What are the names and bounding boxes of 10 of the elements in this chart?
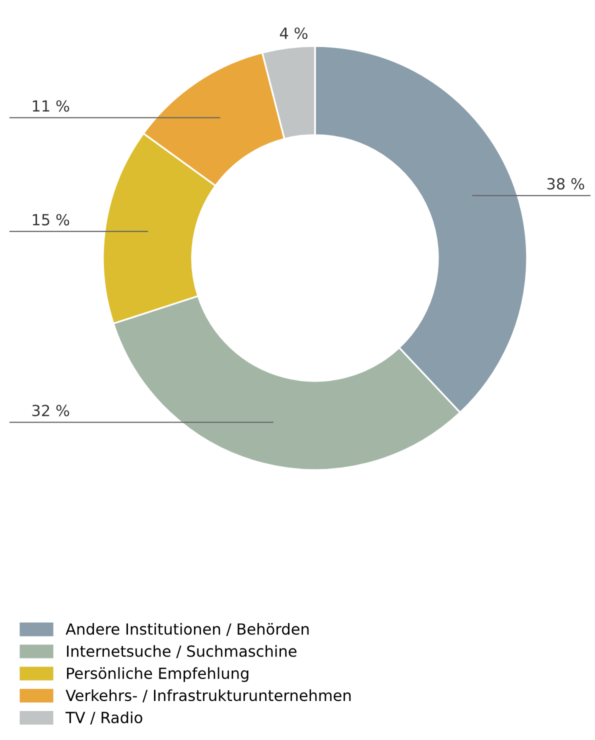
legend-label: Verkehrs- / Infrastrukturunternehmen bbox=[66, 689, 351, 702]
data-label: 32 % bbox=[32, 404, 70, 416]
legend-label: Andere Institutionen / Behörden bbox=[66, 622, 309, 636]
legend-label: Persönliche Empfehlung bbox=[67, 667, 248, 682]
legend-label: TV / Radio bbox=[65, 711, 142, 724]
legend-label: Internetsuche / Suchmaschine bbox=[67, 645, 296, 658]
data-label: 38 % bbox=[547, 178, 584, 190]
data-label: 15 % bbox=[32, 214, 70, 226]
data-label: 4 % bbox=[280, 27, 308, 40]
data-label: 11 % bbox=[32, 100, 70, 112]
